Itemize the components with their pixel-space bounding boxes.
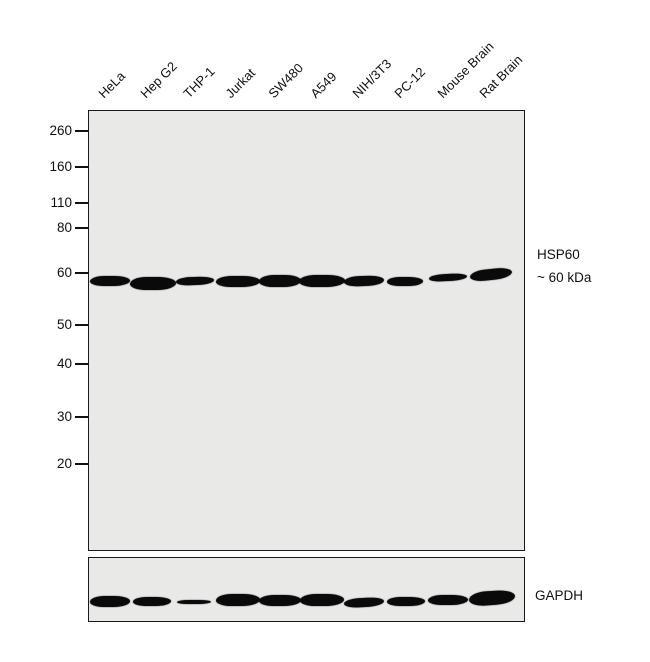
gapdh-band-mouse-brain bbox=[428, 595, 468, 605]
lane-label-sw480: SW480 bbox=[265, 60, 307, 101]
lane-label-hela: HeLa bbox=[95, 68, 128, 101]
mw-tick-30 bbox=[75, 416, 89, 418]
gapdh-band-jurkat bbox=[216, 594, 260, 606]
hsp60-band-jurkat bbox=[216, 275, 260, 287]
mw-label-110: 110 bbox=[50, 195, 72, 210]
mw-label-20: 20 bbox=[56, 456, 72, 471]
hsp60-band-hela bbox=[90, 276, 130, 286]
gapdh-band-sw480 bbox=[259, 594, 301, 606]
gapdh-band-hela bbox=[90, 595, 130, 607]
lane-label-nih-3t3: NIH/3T3 bbox=[349, 56, 395, 101]
target-mw-label: ~ 60 kDa bbox=[537, 270, 592, 285]
lane-label-pc-12: PC-12 bbox=[391, 64, 429, 101]
gapdh-band-pc-12 bbox=[387, 596, 425, 606]
mw-tick-160 bbox=[75, 166, 89, 168]
hsp60-band-a549 bbox=[299, 275, 345, 287]
mw-tick-20 bbox=[75, 463, 89, 465]
gapdh-band-a549 bbox=[300, 594, 344, 606]
main-blot-panel bbox=[88, 110, 525, 551]
mw-label-40: 40 bbox=[56, 356, 72, 371]
lane-label-hep-g2: Hep G2 bbox=[137, 58, 180, 101]
target-protein-label: HSP60 bbox=[537, 247, 580, 262]
gapdh-band-hep-g2 bbox=[133, 596, 171, 606]
mw-label-160: 160 bbox=[49, 159, 72, 174]
mw-label-60: 60 bbox=[56, 265, 72, 280]
mw-tick-80 bbox=[75, 227, 89, 229]
mw-label-80: 80 bbox=[56, 220, 72, 235]
lane-label-jurkat: Jurkat bbox=[222, 65, 259, 101]
mw-tick-110 bbox=[75, 202, 89, 204]
mw-tick-50 bbox=[75, 324, 89, 326]
mw-tick-40 bbox=[75, 363, 89, 365]
lane-label-a549: A549 bbox=[307, 68, 340, 101]
hsp60-band-sw480 bbox=[259, 275, 301, 287]
gapdh-band-thp-1 bbox=[177, 600, 211, 604]
hsp60-band-pc-12 bbox=[387, 276, 423, 286]
mw-label-260: 260 bbox=[49, 123, 72, 138]
mw-tick-260 bbox=[75, 130, 89, 132]
lane-label-thp-1: THP-1 bbox=[180, 63, 218, 101]
mw-label-30: 30 bbox=[56, 409, 72, 424]
mw-label-50: 50 bbox=[56, 317, 72, 332]
hsp60-band-hep-g2 bbox=[130, 276, 176, 290]
mw-tick-60 bbox=[75, 272, 89, 274]
loading-control-panel bbox=[88, 557, 525, 622]
loading-control-label: GAPDH bbox=[535, 588, 584, 603]
